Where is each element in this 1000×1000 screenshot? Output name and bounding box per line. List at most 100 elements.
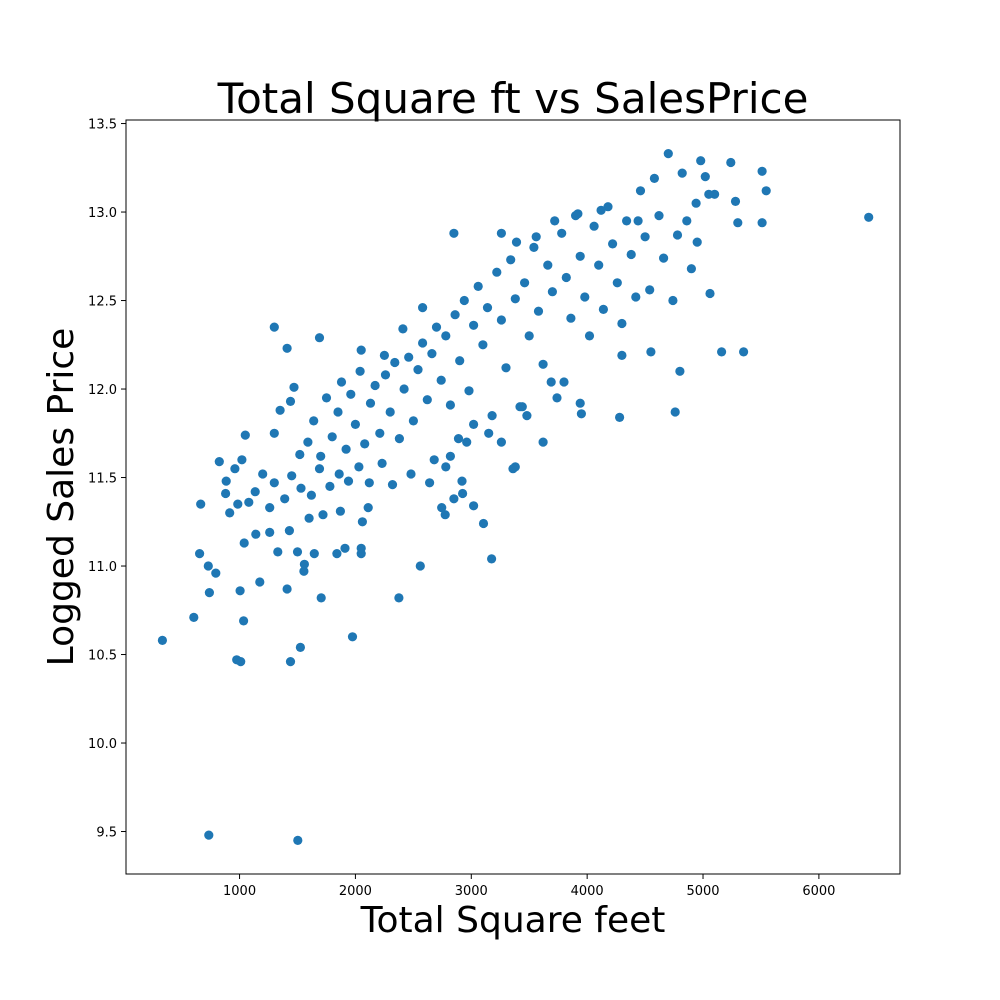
data-point <box>473 281 483 291</box>
data-point <box>365 398 376 408</box>
data-point <box>622 216 632 226</box>
data-point <box>436 375 446 385</box>
data-point <box>596 205 606 215</box>
data-point <box>203 561 213 571</box>
x-axis-label: Total Square feet <box>360 900 666 941</box>
x-tick-label: 5000 <box>686 884 719 899</box>
data-point <box>309 549 319 559</box>
data-point <box>341 444 351 454</box>
data-point <box>501 363 511 373</box>
data-point <box>761 186 771 196</box>
data-point <box>598 304 609 314</box>
x-tick-label: 6000 <box>802 884 835 899</box>
data-point <box>269 478 279 488</box>
data-point <box>659 253 669 263</box>
data-point <box>275 405 285 415</box>
data-point <box>686 264 697 274</box>
data-point <box>445 451 455 461</box>
data-point <box>649 173 660 183</box>
x-tick-label: 3000 <box>455 884 488 899</box>
data-point <box>189 612 199 623</box>
data-point <box>355 366 365 376</box>
data-point <box>437 503 447 513</box>
data-point <box>427 349 437 359</box>
data-point <box>726 157 736 168</box>
data-point <box>552 393 562 403</box>
data-point <box>717 347 727 357</box>
data-point <box>692 237 702 247</box>
y-tick-label: 9.5 <box>96 826 117 841</box>
data-point <box>314 464 325 474</box>
data-point <box>462 437 472 447</box>
data-point <box>236 657 246 667</box>
data-point <box>289 382 299 392</box>
data-point <box>251 529 261 539</box>
x-tick-label: 2000 <box>339 884 372 899</box>
data-point <box>617 350 627 360</box>
data-point <box>670 407 680 417</box>
y-tick-label: 13.0 <box>88 206 117 221</box>
data-point <box>230 464 240 474</box>
data-point <box>510 294 520 304</box>
data-point <box>258 469 268 479</box>
data-point <box>654 211 664 221</box>
data-point <box>484 428 494 438</box>
data-point <box>589 221 599 231</box>
data-point <box>696 156 706 166</box>
data-point <box>431 322 442 332</box>
data-point <box>529 242 539 252</box>
data-point <box>385 407 395 417</box>
data-point <box>487 411 497 421</box>
data-point <box>379 350 389 360</box>
data-point <box>594 260 604 270</box>
data-point <box>441 331 451 341</box>
data-point <box>469 501 479 511</box>
data-point <box>387 480 398 490</box>
data-point <box>408 416 418 426</box>
data-point <box>511 237 522 247</box>
data-point <box>575 251 585 261</box>
data-point <box>496 228 506 238</box>
data-point <box>547 287 558 297</box>
data-point <box>314 333 325 343</box>
data-point <box>425 478 435 488</box>
data-point <box>335 506 345 516</box>
data-point <box>441 462 451 472</box>
data-point <box>576 409 587 419</box>
data-point <box>255 577 265 587</box>
data-point <box>538 437 548 447</box>
data-point <box>668 295 678 306</box>
data-point <box>635 186 646 196</box>
data-point <box>672 230 683 240</box>
data-point <box>559 377 569 387</box>
data-point <box>682 216 692 226</box>
data-point <box>612 278 622 288</box>
data-point <box>235 586 245 596</box>
data-point <box>429 455 439 465</box>
data-point <box>455 356 465 366</box>
data-point <box>394 434 404 444</box>
data-point <box>250 487 260 497</box>
data-point <box>347 632 358 642</box>
data-point <box>413 365 423 375</box>
data-point <box>350 419 360 429</box>
data-point <box>295 449 305 460</box>
data-point <box>445 400 455 410</box>
data-point <box>364 478 374 488</box>
data-point <box>282 343 292 353</box>
data-point <box>458 488 468 499</box>
data-point <box>325 481 335 491</box>
data-point <box>293 835 303 846</box>
data-point <box>333 407 343 417</box>
data-point <box>195 549 205 559</box>
data-point <box>265 503 275 513</box>
data-point <box>309 416 319 426</box>
data-point <box>615 412 625 422</box>
data-point <box>354 462 364 472</box>
data-point <box>663 149 673 159</box>
data-point <box>356 543 366 553</box>
data-point <box>233 499 243 509</box>
data-point <box>492 267 502 277</box>
data-point <box>321 393 332 403</box>
data-point <box>418 303 428 313</box>
